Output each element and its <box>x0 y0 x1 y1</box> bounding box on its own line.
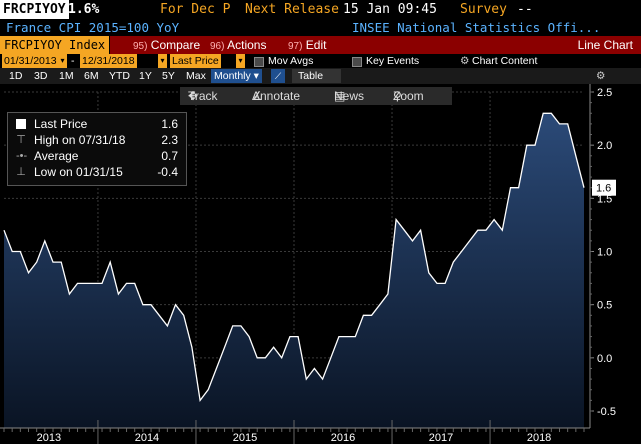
y-tick-label: 1.5 <box>597 193 612 205</box>
start-date-field[interactable]: 01/31/2013 <box>2 54 59 68</box>
key-events-checkbox[interactable] <box>352 57 362 67</box>
period-ytd[interactable]: YTD <box>109 70 130 82</box>
low-marker-icon: ⊥ <box>16 166 26 178</box>
chart-legend[interactable]: Last Price 1.6 ⊤ High on 07/31/18 2.3 -•… <box>7 112 187 186</box>
zoom-icon: ⚲ <box>393 89 402 103</box>
news-icon: ▤ <box>334 89 346 103</box>
period-max[interactable]: Max <box>186 70 206 82</box>
period-5y[interactable]: 5Y <box>162 70 175 82</box>
next-release-value: 15 Jan 09:45 <box>343 2 437 17</box>
legend-last-label: Last Price <box>34 117 88 131</box>
x-tick-label: 2014 <box>135 432 159 444</box>
compare-label: Compare <box>150 38 201 52</box>
date-separator: - <box>71 55 75 67</box>
data-source: INSEE National Statistics Offi... <box>352 20 601 35</box>
annotate-icon: ∠ <box>252 89 263 103</box>
last-value-label: 1.6 <box>596 183 611 195</box>
description-bar: France CPI 2015=100 YoY INSEE National S… <box>0 19 641 36</box>
track-icon: ✥ <box>188 89 199 103</box>
end-date-field[interactable]: 12/31/2018 <box>80 54 137 68</box>
legend-low-label: Low on 01/31/15 <box>34 165 123 179</box>
actions-label: Actions <box>227 38 267 52</box>
y-tick-label: 2.5 <box>597 87 612 99</box>
current-value: 1.6% <box>68 2 100 17</box>
period-label: For Dec P <box>160 2 231 17</box>
security-header: FRCPIYOY 1.6% For Dec P Next Release 15 … <box>0 0 641 19</box>
y-tick-label: -0.5 <box>597 406 616 418</box>
x-axis: 2013 2014 2015 2016 2017 2018 <box>0 420 590 444</box>
edit-label: Edit <box>305 38 327 52</box>
period-6m[interactable]: 6M <box>84 70 99 82</box>
period-1y[interactable]: 1Y <box>139 70 152 82</box>
security-field[interactable]: FRCPIYOY Index <box>0 36 111 54</box>
survey-label: Survey <box>460 2 507 17</box>
annotate-label: Annotate <box>252 89 301 103</box>
field-dropdown-icon[interactable]: ▾ <box>236 54 245 68</box>
period-bar: 1D 3D 1M 6M YTD 1Y 5Y Max Monthly ▾ ⟋ Ta… <box>0 68 641 84</box>
zoom-label: Zoom <box>393 89 424 103</box>
mov-avgs-checkbox[interactable] <box>254 57 264 67</box>
actions-shortcut: 96) <box>210 41 225 52</box>
period-1m[interactable]: 1M <box>59 70 74 82</box>
series-line[interactable] <box>3 112 585 403</box>
last-value-marker: 1.6 <box>592 179 616 196</box>
compare-shortcut: 95) <box>133 41 148 52</box>
next-release-label: Next Release <box>245 2 339 17</box>
start-date-dropdown-icon[interactable]: ▾ <box>58 54 67 68</box>
security-description: France CPI 2015=100 YoY <box>6 20 180 35</box>
series-area <box>4 113 584 429</box>
compare-button[interactable]: 95) Compare <box>133 36 200 54</box>
y-tick-label: 2.0 <box>597 140 612 152</box>
frequency-label: Monthly <box>214 70 251 82</box>
ticker-symbol[interactable]: FRCPIYOY <box>0 0 69 19</box>
period-1d[interactable]: 1D <box>9 70 23 82</box>
end-date-dropdown-icon[interactable]: ▾ <box>158 54 167 68</box>
legend-average: -•- Average 0.7 <box>14 148 180 164</box>
y-axis: 2.5 2.0 1.5 1.0 0.5 0.0 -0.5 <box>589 84 616 428</box>
y-tick-label: 0.5 <box>597 300 612 312</box>
edit-button[interactable]: 97) Edit <box>288 36 326 54</box>
mov-avgs-label[interactable]: Mov Avgs <box>268 55 314 67</box>
table-button[interactable]: Table <box>292 69 342 83</box>
y-tick-label: 0.0 <box>597 353 612 365</box>
x-tick-label: 2016 <box>331 432 355 444</box>
news-label: News <box>334 89 365 103</box>
frequency-dropdown[interactable]: Monthly ▾ <box>211 69 262 83</box>
key-events-label[interactable]: Key Events <box>366 55 420 67</box>
last-value-box <box>592 179 616 196</box>
survey-value: -- <box>517 2 533 17</box>
edit-shortcut: 97) <box>288 41 303 52</box>
menu-bar: FRCPIYOY Index 95) Compare 96) Actions 9… <box>0 36 641 54</box>
field-selector[interactable]: Last Price <box>170 54 221 68</box>
x-tick-label: 2017 <box>429 432 453 444</box>
legend-last-value: 1.6 <box>161 117 178 131</box>
legend-low: ⊥ Low on 01/31/15 -0.4 <box>14 164 180 180</box>
line-chart-icon[interactable]: ⟋ <box>271 69 285 83</box>
chart-content-label[interactable]: Chart Content <box>472 55 538 67</box>
x-tick-label: 2018 <box>527 432 551 444</box>
legend-last-price: Last Price 1.6 <box>14 116 180 132</box>
chart-content-gear-icon[interactable]: ⚙ <box>460 55 470 67</box>
line-chart[interactable]: 2.52.01.51.00.50.0-0.5 2013 2014 2015 2016 2… <box>0 84 641 444</box>
track-label: Track <box>188 89 218 103</box>
legend-avg-label: Average <box>34 149 79 163</box>
x-tick-label: 2015 <box>233 432 257 444</box>
y-tick-label: 1.0 <box>597 247 612 259</box>
legend-high-value: 2.3 <box>161 133 178 147</box>
date-controls: 01/31/2013 ▾ - 12/31/2018 ▾ Last Price ▾… <box>0 54 641 68</box>
chart-toolbar: ✥ Track ∠ Annotate ▤ News ⚲ Zoom <box>180 87 452 105</box>
legend-avg-value: 0.7 <box>161 149 178 163</box>
x-tick-label: 2013 <box>37 432 61 444</box>
actions-button[interactable]: 96) Actions <box>210 36 266 54</box>
high-marker-icon: ⊤ <box>16 134 26 146</box>
last-price-swatch <box>16 119 26 129</box>
chart-type-label: Line Chart <box>577 38 633 52</box>
legend-high-label: High on 07/31/18 <box>34 133 126 147</box>
average-marker-icon: -•- <box>16 150 28 162</box>
settings-gear-icon[interactable]: ⚙ <box>596 70 606 82</box>
period-3d[interactable]: 3D <box>34 70 48 82</box>
legend-high: ⊤ High on 07/31/18 2.3 <box>14 132 180 148</box>
legend-low-value: -0.4 <box>157 165 178 179</box>
